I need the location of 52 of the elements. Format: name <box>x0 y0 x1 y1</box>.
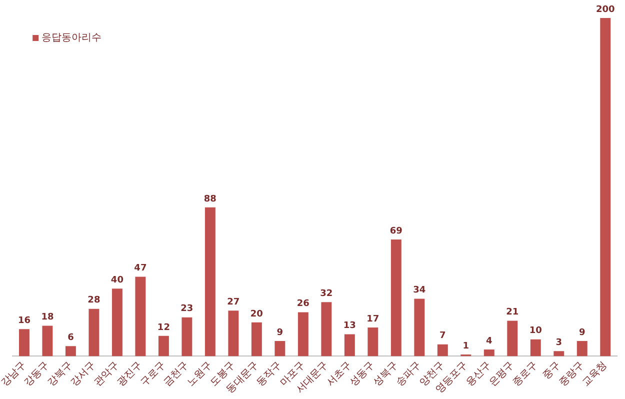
bar <box>554 351 564 356</box>
bar <box>18 329 30 356</box>
bar <box>135 276 146 356</box>
data-label: 9 <box>276 328 284 338</box>
bar <box>600 18 611 356</box>
data-label: 26 <box>296 299 310 310</box>
data-label: 17 <box>366 314 380 324</box>
bar <box>368 327 378 356</box>
data-label: 69 <box>390 226 402 236</box>
data-label: 88 <box>204 194 216 204</box>
data-label: 1 <box>462 341 470 352</box>
data-label: 10 <box>529 326 542 336</box>
bar <box>88 308 100 356</box>
bar <box>274 341 286 356</box>
bar <box>298 312 308 356</box>
data-label: 7 <box>440 331 446 342</box>
data-label: 4 <box>486 336 492 346</box>
bar <box>42 326 53 356</box>
data-label: 12 <box>157 322 170 333</box>
bar <box>251 322 262 356</box>
data-label: 34 <box>413 286 426 296</box>
bar <box>158 336 169 356</box>
data-label: 23 <box>180 304 194 314</box>
data-label: 200 <box>596 4 615 15</box>
data-label: 28 <box>88 296 100 306</box>
bar <box>344 334 355 356</box>
bar <box>530 339 541 356</box>
data-label: 9 <box>578 328 586 338</box>
data-label: 16 <box>18 316 30 326</box>
bar <box>182 317 192 356</box>
bar <box>484 349 494 356</box>
bar <box>414 298 425 356</box>
bar <box>228 310 239 356</box>
bar <box>437 344 448 356</box>
bar <box>65 346 76 356</box>
bar <box>390 240 402 356</box>
data-label: 47 <box>134 264 147 274</box>
bar <box>576 341 588 356</box>
legend-label: 응답동아리수 <box>42 32 102 44</box>
bar <box>204 207 216 356</box>
bar <box>321 302 332 356</box>
data-label: 32 <box>320 288 333 299</box>
bar <box>112 288 122 356</box>
data-label: 27 <box>227 297 240 308</box>
bar <box>507 320 518 356</box>
data-label: 18 <box>41 312 54 323</box>
data-label: 3 <box>556 338 562 348</box>
data-label: 6 <box>68 332 74 343</box>
data-label: 21 <box>506 308 519 318</box>
data-label: 13 <box>343 321 356 332</box>
data-label: 40 <box>110 275 124 286</box>
data-label: 20 <box>250 309 263 320</box>
